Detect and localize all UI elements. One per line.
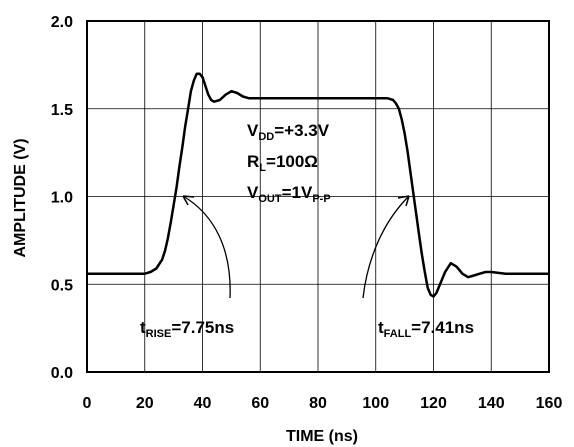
- x-tick-label: 60: [251, 395, 269, 412]
- series-line: [87, 72, 549, 298]
- y-tick-label: 1.0: [51, 190, 73, 207]
- x-tick-label: 0: [83, 395, 92, 412]
- y-tick-label: 1.5: [51, 102, 73, 119]
- x-axis-label: TIME (ns): [286, 428, 358, 445]
- annotation-rl: RL=100Ω: [247, 152, 318, 174]
- annotation-tfall: tFALL=7.41ns: [378, 318, 474, 340]
- plot-frame: [86, 20, 550, 373]
- fall-arrow: [362, 195, 410, 299]
- y-tick-label: 0.0: [51, 365, 73, 382]
- annotation-trise: tRISE=7.75ns: [140, 318, 234, 340]
- x-tick-label: 160: [536, 395, 563, 412]
- x-tick-label: 100: [362, 395, 389, 412]
- y-tick-label: 2.0: [51, 14, 73, 31]
- x-tick-label: 140: [478, 395, 505, 412]
- y-tick-labels: 0.0 0.5 1.0 1.5 2.0: [51, 14, 73, 382]
- x-tick-label: 120: [420, 395, 447, 412]
- annotation-vout: VOUT=1VP-P: [247, 183, 331, 205]
- x-tick-label: 80: [309, 395, 327, 412]
- annotation-arrows: [182, 195, 410, 299]
- y-axis-label: AMPLITUDE (V): [12, 138, 29, 257]
- x-tick-labels: 0 20 40 60 80 100 120 140 160: [83, 395, 563, 412]
- x-tick-label: 40: [194, 395, 212, 412]
- fall-arrowhead: [397, 195, 410, 207]
- rise-arrowhead: [182, 195, 195, 206]
- rise-arrow: [182, 195, 231, 299]
- annotation-vdd: VDD=+3.3V: [247, 121, 330, 143]
- y-tick-label: 0.5: [51, 277, 73, 294]
- x-tick-label: 20: [136, 395, 154, 412]
